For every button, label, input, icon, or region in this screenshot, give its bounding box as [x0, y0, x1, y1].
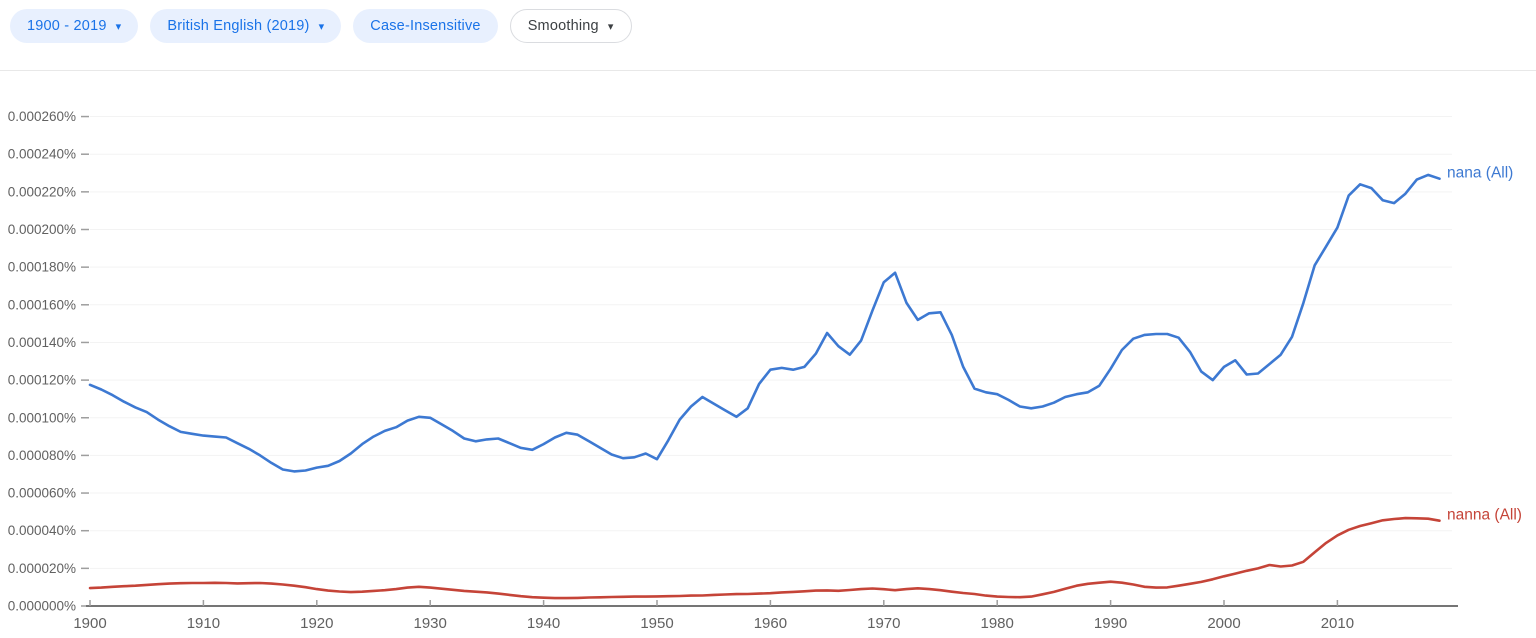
x-axis-label: 1910: [187, 615, 220, 632]
y-axis-label: 0.000160%: [8, 297, 76, 312]
x-axis-label: 2010: [1321, 615, 1354, 632]
y-axis-label: 0.000060%: [8, 486, 76, 501]
chart-svg: 0.000000% 0.000020% 0.000040% 0.000060% 0.00…: [8, 109, 1522, 632]
x-axis-label: 1980: [981, 615, 1014, 632]
x-axis-label: 1970: [867, 615, 900, 632]
series-line-nana[interactable]: [88, 173, 1441, 473]
y-axis-label: 0.000240%: [8, 147, 76, 162]
y-axis-label: 0.000140%: [8, 335, 76, 350]
corpus-chip-label: British English (2019): [167, 18, 310, 34]
x-axis-label: 1900: [73, 615, 106, 632]
date-range-chip-label: 1900 - 2019: [27, 18, 107, 34]
y-axis-label: 0.000080%: [8, 448, 76, 463]
y-axis-label: 0.000100%: [8, 410, 76, 425]
x-axis-label: 1920: [300, 615, 333, 632]
caret-down-icon: ▾: [115, 20, 122, 33]
y-axis-label: 0.000200%: [8, 222, 76, 237]
smoothing-chip[interactable]: Smoothing ▾: [509, 9, 632, 43]
caret-down-icon: ▾: [607, 20, 614, 33]
y-axis-label: 0.000000%: [8, 599, 76, 614]
series-line-nanna[interactable]: [88, 516, 1441, 600]
caret-down-icon: ▾: [318, 20, 325, 33]
series-end-label-nana[interactable]: nana (All): [1447, 165, 1513, 182]
date-range-chip[interactable]: 1900 - 2019 ▾: [10, 9, 139, 43]
x-axis-label: 2000: [1207, 615, 1240, 632]
corpus-chip[interactable]: British English (2019) ▾: [150, 9, 342, 43]
case-sensitivity-chip-label: Case-Insensitive: [370, 18, 481, 34]
y-axis-label: 0.000260%: [8, 109, 76, 124]
x-axis-label: 1930: [414, 615, 447, 632]
y-axis-label: 0.000020%: [8, 561, 76, 576]
y-axis-label: 0.000040%: [8, 523, 76, 538]
filter-chips-row: 1900 - 2019 ▾ British English (2019) ▾ C…: [10, 9, 632, 43]
case-sensitivity-chip[interactable]: Case-Insensitive: [353, 9, 498, 43]
x-axis-label: 1940: [527, 615, 560, 632]
smoothing-chip-label: Smoothing: [527, 18, 599, 34]
series-end-label-nanna[interactable]: nanna (All): [1447, 507, 1522, 524]
x-axis-label: 1950: [640, 615, 673, 632]
y-axis-label: 0.000180%: [8, 260, 76, 275]
x-axis-label: 1990: [1094, 615, 1127, 632]
x-axis-label: 1960: [754, 615, 787, 632]
y-axis-label: 0.000220%: [8, 184, 76, 199]
y-axis-label: 0.000120%: [8, 373, 76, 388]
ngram-chart: 0.000000% 0.000020% 0.000040% 0.000060% 0.00…: [0, 70, 1536, 638]
